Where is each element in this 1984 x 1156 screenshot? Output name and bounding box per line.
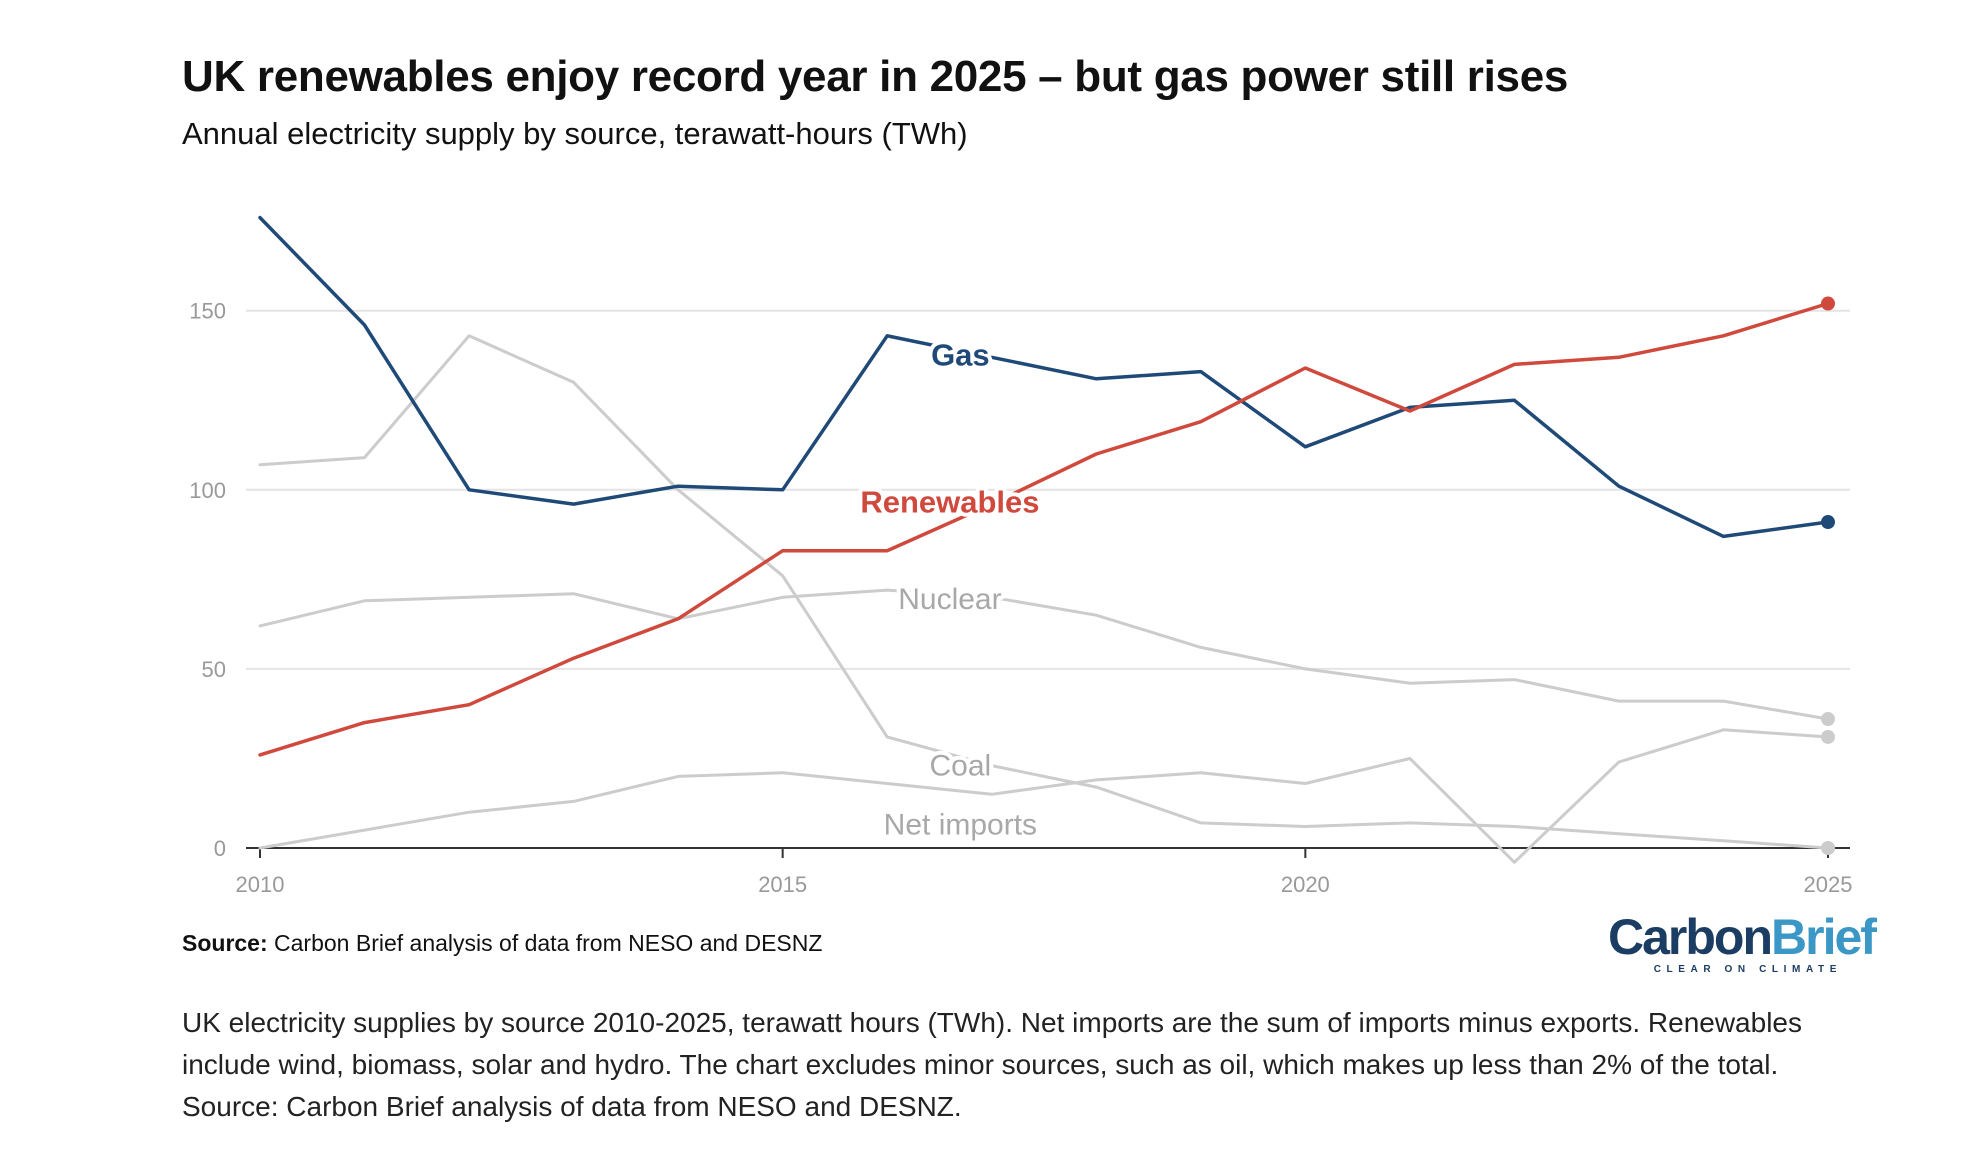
series-label-nuclear: Nuclear xyxy=(898,583,1001,616)
x-tick-label-2020: 2020 xyxy=(1281,872,1330,897)
logo-tagline: CLEAR ON CLIMATE xyxy=(1653,964,1842,975)
x-tick-label-2025: 2025 xyxy=(1804,872,1853,897)
y-tick-label-0: 0 xyxy=(214,836,226,861)
series-end-point-net-imports xyxy=(1821,729,1835,744)
logo-wordmark: CarbonBrief xyxy=(1608,909,1877,965)
chart-title: UK renewables enjoy record year in 2025 … xyxy=(182,52,1569,101)
source-note: Source: Carbon Brief analysis of data fr… xyxy=(182,930,822,957)
series-end-point-renewables xyxy=(1821,296,1835,311)
y-tick-label-150: 150 xyxy=(189,299,226,324)
series-label-net-imports: Net imports xyxy=(884,809,1037,842)
series-label-gas: Gas xyxy=(931,337,990,372)
chart-subtitle: Annual electricity supply by source, ter… xyxy=(182,116,968,151)
source-label: Source: xyxy=(182,930,268,956)
series-label-renewables: Renewables xyxy=(860,484,1039,519)
chart-caption: UK electricity supplies by source 2010-2… xyxy=(182,1007,1802,1122)
line-chart: 0 50 100 150 2010 2015 2020 2025 Gas Renewables Nu… xyxy=(189,215,1853,897)
logo-part-brief: Brief xyxy=(1771,909,1877,965)
logo-part-carbon: Carbon xyxy=(1608,909,1773,965)
series-end-point-coal xyxy=(1821,841,1835,855)
series-line-net-imports xyxy=(258,728,1830,864)
y-tick-label-100: 100 xyxy=(189,478,226,503)
series-end-point-nuclear xyxy=(1821,712,1835,727)
source-text: Carbon Brief analysis of data from NESO … xyxy=(274,930,823,956)
x-tick-label-2010: 2010 xyxy=(236,872,285,897)
series-end-point-gas xyxy=(1821,515,1835,530)
y-tick-label-50: 50 xyxy=(202,657,226,682)
x-tick-label-2015: 2015 xyxy=(758,872,807,897)
series-label-coal: Coal xyxy=(930,750,992,783)
series-line-coal xyxy=(258,334,1830,850)
series-line-nuclear xyxy=(258,588,1830,721)
series-line-renewables xyxy=(258,301,1830,757)
series-line-gas xyxy=(258,215,1830,539)
carbon-brief-logo[interactable]: CarbonBrief CLEAR ON CLIMATE xyxy=(1608,909,1877,984)
